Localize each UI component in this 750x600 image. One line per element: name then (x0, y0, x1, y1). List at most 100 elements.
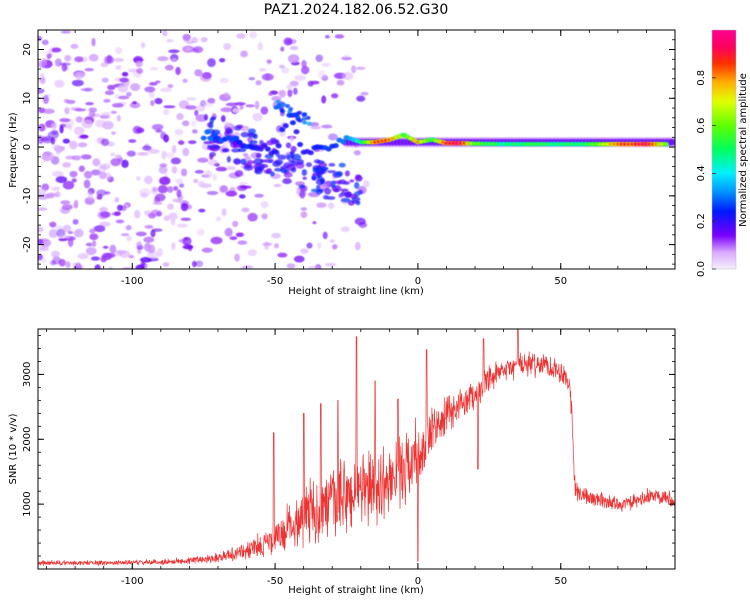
spectrogram-cell (247, 128, 256, 135)
spectrogram-cell (315, 184, 321, 191)
figure-title: PAZ1.2024.182.06.52.G30 (264, 2, 449, 18)
spectrogram-cell (64, 125, 71, 129)
spectrogram-cell (168, 49, 180, 54)
spectrogram-cell (158, 165, 168, 175)
spectrogram-cell (149, 91, 155, 99)
spectrogram-cell (351, 196, 361, 202)
spectrogram-cell (273, 243, 279, 249)
spectrogram-cell (310, 80, 320, 85)
spectrogram-cell (326, 170, 337, 174)
spectrogram-cell (114, 154, 122, 159)
spectrogram-cell (175, 199, 186, 204)
colorbar: 0.0 0.2 0.4 0.6 0.8 Normalized spectral ampl… (696, 29, 749, 277)
spectrogram-cell (140, 42, 146, 49)
spectrogram-cell (240, 131, 249, 138)
spectrogram-cell (101, 138, 110, 147)
spectrogram-cell (307, 265, 319, 269)
spectrogram-cell (144, 224, 154, 229)
spectrogram-cell (257, 42, 263, 51)
spectrogram-cell (136, 151, 149, 156)
spectrogram-cell (224, 227, 233, 237)
spectrogram-x-tick-label: 0 (415, 276, 421, 287)
spectrogram-cell (344, 170, 350, 177)
spectrogram-cell (299, 190, 306, 199)
spectrogram-y-axis: -20 -10 0 10 20 (22, 29, 675, 265)
spectrogram-y-tick-label: 10 (22, 92, 33, 105)
spectrogram-cell (358, 222, 368, 229)
spectrogram-cell (70, 43, 79, 49)
spectrogram-cell (81, 119, 93, 129)
spectrogram-cell (257, 146, 264, 152)
spectrogram-cell (335, 171, 344, 176)
spectrogram-cell (222, 148, 229, 153)
spectrogram-cell (101, 77, 109, 83)
spectrogram-cell (220, 115, 226, 123)
colorbar-tick-label: 0.0 (696, 261, 707, 277)
spectrogram-cell (166, 152, 175, 158)
spectrogram-cell (163, 134, 170, 143)
colorbar-tick-label: 0.6 (696, 118, 707, 134)
spectrogram-cell (234, 253, 240, 262)
snr-x-tick-label: -50 (267, 576, 283, 587)
spectrogram-cell (152, 201, 163, 205)
spectrogram-cell (353, 150, 361, 156)
spectrogram-cell (254, 167, 265, 172)
spectrogram-cell (182, 244, 194, 250)
spectrogram-cell (301, 169, 308, 176)
spectrogram-cell (135, 264, 145, 269)
spectrogram-cell (204, 129, 211, 135)
spectrogram-cell (194, 169, 204, 174)
spectrogram-cell (210, 236, 223, 245)
spectrogram-x-tick-label: -50 (267, 276, 283, 287)
spectrogram-cell (149, 66, 159, 71)
spectrogram-cell (309, 122, 320, 127)
spectrogram-cell (115, 47, 123, 55)
spectrogram-cell (173, 186, 179, 191)
colorbar-label: Normalized spectral amplitude (738, 73, 749, 227)
spectrogram-cell (290, 45, 299, 51)
snr-x-label: Height of straight line (km) (288, 585, 424, 596)
spectrogram-cell (237, 148, 247, 153)
spectrogram-cell (140, 192, 148, 198)
spectrogram-cell (321, 62, 331, 67)
spectrogram-cell (100, 62, 109, 68)
spectrogram-cell (84, 68, 94, 72)
spectrogram-cell (150, 185, 159, 195)
spectrogram-cell (159, 87, 172, 93)
spectrogram-cell (271, 232, 281, 239)
spectrogram-cell (54, 58, 62, 67)
spectrogram-cell (288, 106, 294, 111)
spectrogram-cell (159, 176, 171, 186)
spectrogram-cell (132, 125, 142, 134)
spectrogram-cell (171, 144, 177, 154)
spectrogram-cell (69, 170, 78, 178)
spectrogram-cell (300, 207, 308, 211)
spectrogram-cell (215, 166, 228, 172)
spectrogram-cell (306, 242, 313, 249)
spectrogram-cell (38, 255, 42, 261)
spectrogram-cell (114, 197, 120, 203)
spectrogram-cell (67, 230, 74, 235)
spectrogram-cell (85, 242, 93, 247)
spectrogram-cell (60, 30, 71, 34)
spectrogram-cell (233, 158, 241, 165)
spectrogram-cell (171, 242, 176, 251)
spectrogram-cell (77, 253, 89, 260)
spectrogram-cell (302, 112, 308, 117)
spectrogram-cell (261, 73, 274, 81)
spectrogram-cell (252, 112, 263, 122)
spectrogram-cell (77, 142, 88, 148)
spectrogram-cell (202, 102, 214, 108)
spectrogram-y-tick-label: 0 (22, 144, 33, 150)
spectrogram-cell (301, 65, 310, 75)
spectrogram-cell (316, 173, 323, 179)
spectrogram-cell (232, 220, 239, 228)
spectrogram-cell (302, 176, 307, 180)
spectrogram-cell (279, 107, 285, 112)
spectrogram-cell (143, 236, 155, 243)
spectrogram-cell (253, 158, 264, 165)
spectrogram-cell (120, 233, 130, 237)
spectrogram-cell (317, 70, 326, 79)
spectrogram-x-tick-label: 50 (554, 276, 567, 287)
spectrogram-cell (295, 115, 301, 120)
